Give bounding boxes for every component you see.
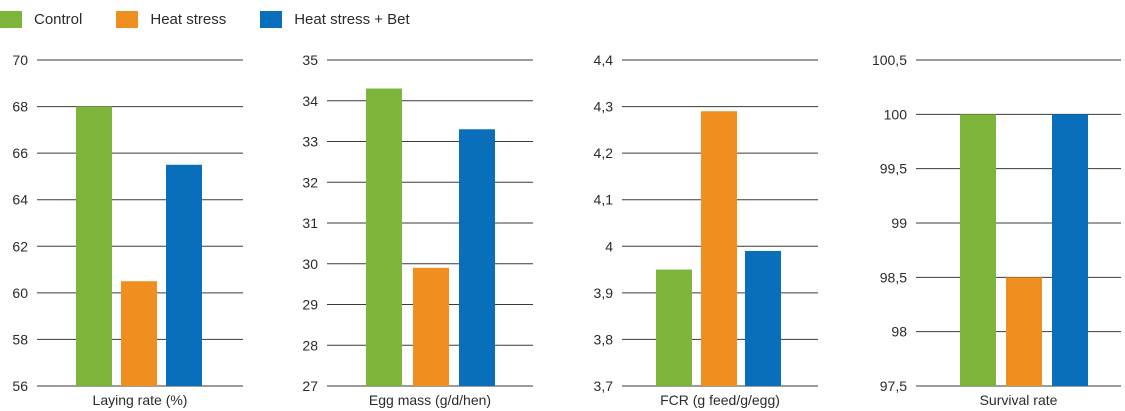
y-tick-label: 29 — [302, 297, 318, 313]
y-tick-label: 60 — [12, 285, 28, 301]
bar-3 — [745, 250, 781, 386]
y-tick-label: 32 — [302, 174, 318, 190]
x-axis-label: Survival rate — [980, 392, 1058, 408]
y-tick-label: 33 — [302, 134, 318, 150]
y-tick-label: 4,3 — [594, 99, 614, 115]
bar-1 — [960, 114, 996, 386]
y-tick-label: 64 — [12, 192, 28, 208]
y-tick-label: 100,5 — [872, 52, 907, 68]
y-tick-label: 34 — [302, 93, 318, 109]
legend-swatch-control — [0, 10, 22, 28]
y-tick-label: 100 — [884, 106, 908, 122]
bar-1 — [76, 106, 112, 387]
chart-1: 70 68 66 64 62 60 58 56 Laying rate (%) — [12, 52, 243, 408]
legend-item-heat-stress-bet: Heat stress + Bet — [260, 10, 410, 28]
y-tick-label: 56 — [12, 378, 28, 394]
y-tick-label: 35 — [302, 52, 318, 68]
y-tick-label: 27 — [302, 378, 318, 394]
legend: Control Heat stress Heat stress + Bet — [0, 8, 444, 30]
y-tick-label: 28 — [302, 337, 318, 353]
y-tick-label: 3,7 — [594, 378, 614, 394]
y-tick-label: 97,5 — [880, 378, 907, 394]
bar-3 — [166, 164, 202, 386]
legend-label-control: Control — [34, 10, 83, 28]
y-tick-label: 99,5 — [880, 161, 907, 177]
bar-3 — [459, 129, 495, 386]
y-tick-label: 31 — [302, 215, 318, 231]
y-tick-label: 4,2 — [594, 145, 614, 161]
y-tick-label: 58 — [12, 331, 28, 347]
y-tick-label: 3,9 — [594, 285, 614, 301]
y-tick-label: 3,8 — [594, 331, 614, 347]
bar-2 — [701, 111, 737, 386]
y-tick-label: 68 — [12, 99, 28, 115]
y-tick-label: 4,4 — [594, 52, 614, 68]
x-axis-label: Egg mass (g/d/hen) — [369, 392, 491, 408]
legend-label-heat-stress: Heat stress — [150, 10, 227, 28]
y-tick-label: 30 — [302, 256, 318, 272]
x-axis-label: Laying rate (%) — [93, 392, 188, 408]
y-tick-label: 98,5 — [880, 269, 907, 285]
chart-3: 4,4 4,3 4,2 4,1 4 3,9 3,8 3,7 FCR (g feed/g/egg) — [594, 52, 818, 408]
chart-4: 100,5 100 99,5 99 98,5 98 97,5 Survival rate — [872, 52, 1121, 408]
bar-2 — [413, 267, 449, 386]
legend-label-heat-stress-bet: Heat stress + Bet — [294, 10, 410, 28]
legend-swatch-heat-stress-bet — [260, 10, 283, 28]
chart-2: 35 34 33 32 31 30 29 28 27 Egg mass (g/d/hen) — [302, 52, 533, 408]
y-tick-label: 98 — [891, 324, 907, 340]
y-tick-label: 4,1 — [594, 192, 614, 208]
legend-swatch-heat-stress — [116, 10, 139, 28]
bar-1 — [656, 269, 692, 386]
legend-item-control: Control — [0, 10, 83, 28]
y-tick-label: 99 — [891, 215, 907, 231]
x-axis-label: FCR (g feed/g/egg) — [660, 392, 780, 408]
legend-item-heat-stress: Heat stress — [116, 10, 227, 28]
bar-1 — [366, 88, 402, 387]
y-tick-label: 4 — [605, 238, 613, 254]
bar-3 — [1052, 114, 1088, 386]
y-tick-label: 66 — [12, 145, 28, 161]
bar-2 — [1006, 277, 1042, 386]
y-tick-label: 70 — [12, 52, 28, 68]
bar-2 — [121, 281, 157, 386]
y-tick-label: 62 — [12, 238, 28, 254]
